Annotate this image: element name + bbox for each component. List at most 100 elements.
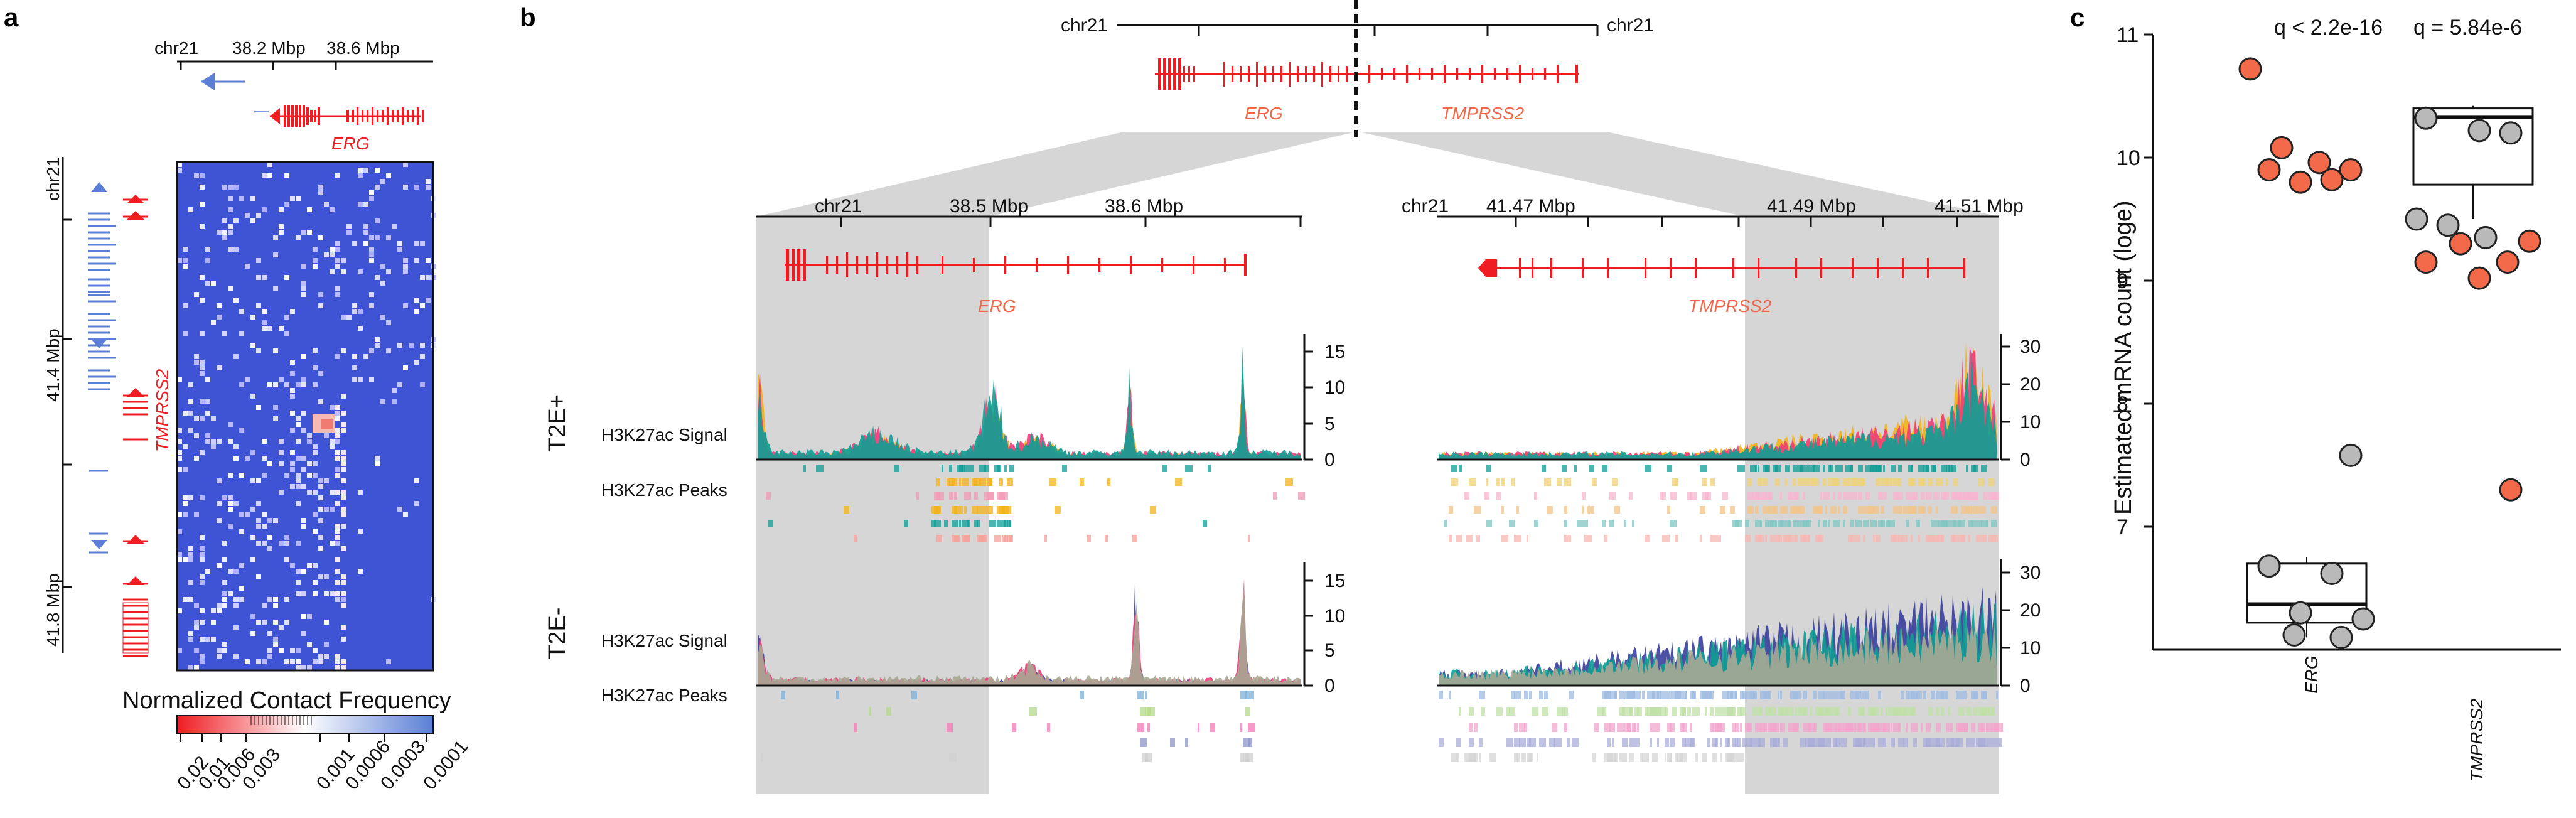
peak-mark	[947, 478, 950, 486]
peak-mark	[1941, 535, 1943, 542]
peak-mark	[1516, 506, 1519, 514]
peak-mark	[1978, 738, 1982, 747]
hic-contact-cell	[183, 597, 188, 602]
hic-contact-cell	[341, 512, 346, 517]
peak-mark	[1958, 520, 1965, 527]
peak-mark	[1996, 723, 2003, 732]
peak-mark	[1991, 707, 1994, 716]
peak-mark	[1692, 691, 1695, 699]
peak-mark	[1828, 723, 1832, 732]
hic-contact-cell	[318, 235, 323, 240]
peak-mark	[1770, 520, 1774, 527]
peak-mark	[1680, 691, 1687, 699]
hic-contact-cell	[284, 557, 289, 562]
peak-mark	[1469, 738, 1474, 747]
peak-mark	[1459, 707, 1461, 716]
peak-mark	[1539, 691, 1543, 699]
peak-mark	[1805, 753, 1810, 762]
hic-contact-cell	[250, 394, 255, 399]
hic-contact-cell	[358, 168, 363, 173]
peak-mark	[1898, 707, 1902, 716]
hic-contact-cell	[228, 196, 233, 201]
panel-a-side-chrom: chr21	[43, 157, 63, 201]
hic-contact-cell	[183, 495, 188, 500]
peak-mark	[1730, 691, 1732, 699]
peak-mark	[974, 492, 978, 500]
exon	[942, 256, 943, 274]
peak-mark	[1800, 506, 1805, 514]
peak-mark	[1740, 707, 1746, 716]
peak-mark	[1516, 753, 1520, 762]
exon	[1758, 258, 1759, 278]
exon	[318, 107, 320, 125]
peak-mark	[1501, 535, 1508, 542]
hic-contact-cell	[233, 569, 239, 574]
peak-mark	[1670, 753, 1672, 762]
peak-mark	[1456, 738, 1461, 747]
peak-mark	[1439, 691, 1443, 699]
peak-mark	[1044, 535, 1047, 542]
peak-mark	[1881, 723, 1885, 732]
exon	[1067, 256, 1069, 274]
peak-mark	[1860, 478, 1865, 486]
data-point	[2351, 607, 2375, 631]
hic-contact-cell	[239, 309, 244, 314]
peak-mark	[1637, 707, 1639, 716]
peak-mark	[1840, 738, 1847, 747]
hic-contact-cell	[279, 230, 284, 235]
peak-mark	[1898, 465, 1902, 472]
hic-contact-cell	[228, 422, 233, 427]
peak-mark	[1474, 506, 1481, 514]
peak-mark	[962, 520, 964, 527]
exon	[1193, 66, 1195, 82]
peak-mark	[1795, 535, 1798, 542]
peak-mark	[1916, 691, 1922, 699]
peak-mark	[781, 691, 785, 699]
hic-contact-cell	[375, 218, 380, 223]
peak-mark	[1933, 520, 1939, 527]
data-point	[2238, 57, 2262, 81]
peak-mark	[1662, 535, 1670, 542]
peak-mark	[1891, 753, 1897, 762]
peak-mark	[1529, 691, 1532, 699]
peak-mark	[1645, 465, 1651, 472]
hic-contact-cell	[273, 252, 278, 257]
peak-mark	[1735, 738, 1738, 747]
hic-contact-cell	[233, 444, 239, 449]
peak-mark	[1055, 506, 1061, 514]
peak-mark	[1758, 738, 1765, 747]
peak-mark	[1951, 535, 1955, 542]
data-point	[2405, 207, 2428, 231]
peak-mark	[1768, 506, 1770, 514]
peak-mark	[1928, 723, 1931, 732]
hic-contact-cell	[318, 507, 323, 512]
peak-mark	[1876, 535, 1881, 542]
exon	[422, 110, 424, 122]
hic-contact-cell	[363, 224, 368, 229]
hic-contact-cell	[403, 258, 408, 263]
peak-mark	[1815, 753, 1821, 762]
peak-mark	[1981, 478, 1985, 486]
peak-mark	[1798, 478, 1801, 486]
peak-mark	[1848, 723, 1851, 732]
exon	[1244, 254, 1247, 276]
peak-mark	[931, 520, 936, 527]
peak-mark	[1788, 520, 1791, 527]
peak-mark	[1951, 465, 1956, 472]
hic-contact-cell	[341, 456, 346, 461]
hic-contact-cell	[426, 258, 431, 263]
hic-contact-cell	[228, 473, 233, 478]
hic-contact-cell	[188, 557, 193, 562]
peak-mark	[1720, 506, 1725, 514]
exon	[372, 107, 373, 125]
peak-tracks-neg	[761, 691, 2003, 762]
peak-mark	[1667, 691, 1672, 699]
hic-contact-cell	[200, 173, 205, 178]
peak-mark	[1991, 738, 1994, 747]
hic-contact-cell	[262, 326, 267, 331]
hic-contact-cell	[284, 173, 289, 178]
hic-contact-cell	[296, 659, 301, 664]
hic-contact-cell	[200, 275, 205, 280]
peak-mark	[1795, 506, 1802, 514]
peak-mark	[1785, 478, 1787, 486]
